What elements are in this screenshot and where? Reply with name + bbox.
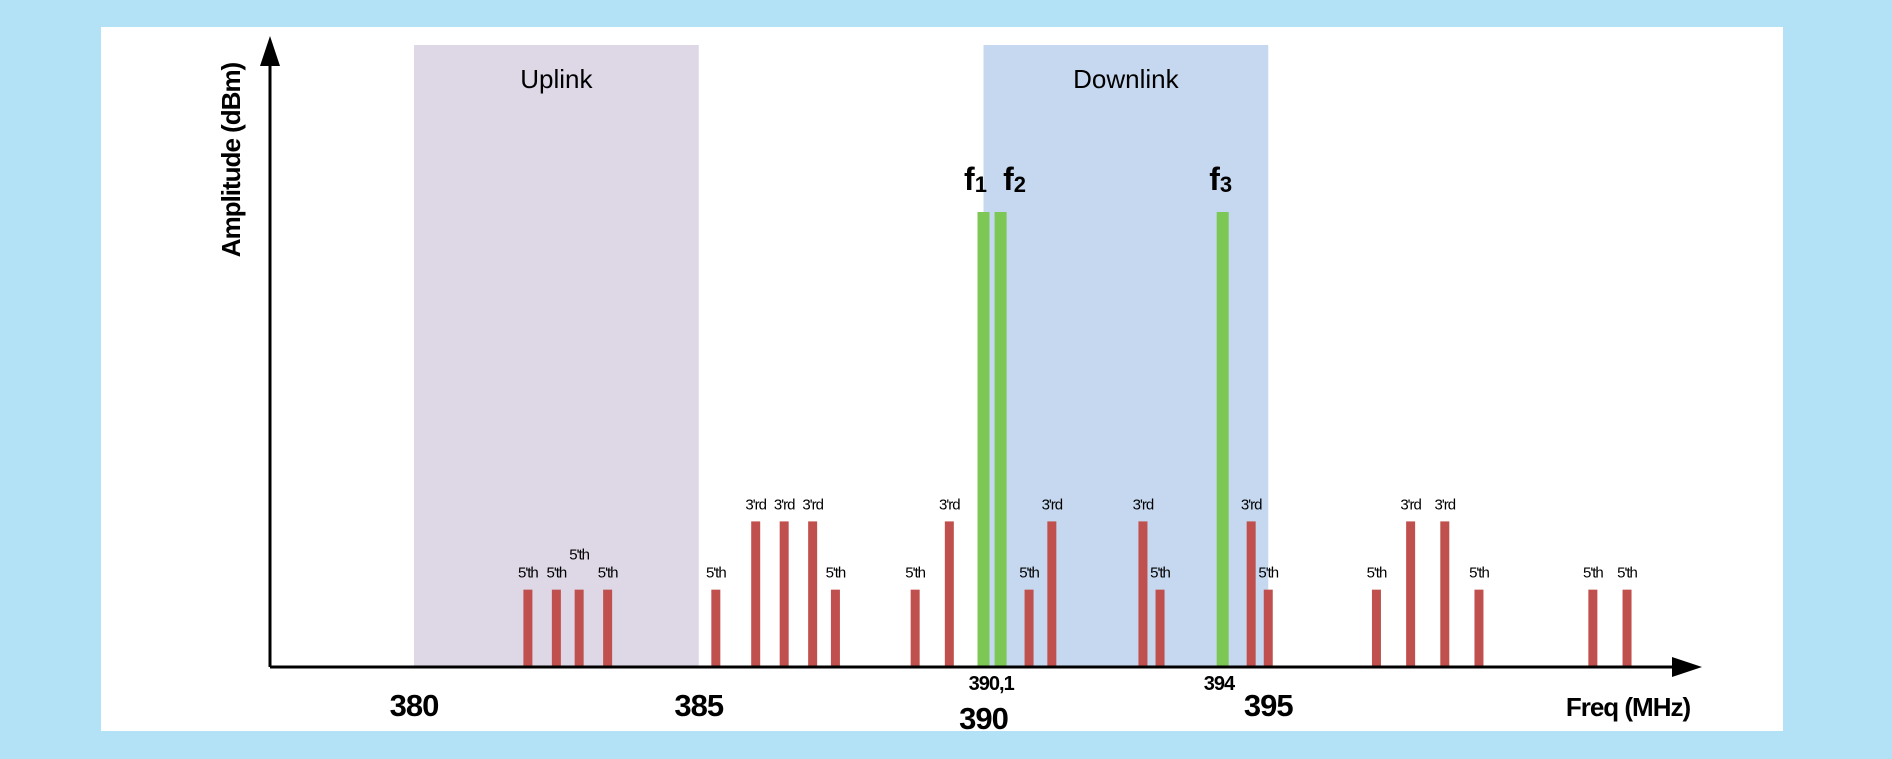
band-label: Downlink: [1073, 64, 1179, 94]
intermod-label: 3'rd: [1435, 496, 1456, 513]
carrier-bar-f3: [1216, 212, 1229, 667]
intermod-bar: [1263, 589, 1273, 667]
intermod-label: 5'th: [1617, 565, 1637, 582]
intermod-bar: [1138, 521, 1148, 667]
carrier-bar-f1: [977, 212, 990, 667]
intermod-bar: [1371, 589, 1381, 667]
x-tick-label: 380: [390, 688, 439, 723]
intermod-bar: [1588, 589, 1598, 667]
intermod-label: 5'th: [1019, 565, 1039, 582]
intermod-label: 3'rd: [802, 496, 823, 513]
band-label: Uplink: [520, 64, 593, 94]
intermod-bar: [1440, 521, 1450, 667]
intermod-label: 5'th: [1150, 565, 1170, 582]
intermod-bar: [603, 589, 613, 667]
intermod-label: 5'th: [598, 565, 618, 582]
intermod-bar: [779, 521, 789, 667]
intermod-bar: [1622, 589, 1632, 667]
intermod-label: 5'th: [1258, 565, 1278, 582]
carrier-label: f2: [1003, 161, 1026, 197]
intermod-bar: [523, 589, 533, 667]
intermod-bar: [1406, 521, 1416, 667]
carrier-label: f1: [964, 161, 987, 197]
intermod-label: 3'rd: [1042, 496, 1063, 513]
intermod-label: 3'rd: [1241, 496, 1262, 513]
intermod-label: 5'th: [518, 565, 538, 582]
intermod-label: 3'rd: [774, 496, 795, 513]
intermod-label: 3'rd: [939, 496, 960, 513]
y-axis-arrow-icon: [260, 36, 280, 66]
intermod-label: 3'rd: [1400, 496, 1421, 513]
intermod-bar: [1024, 589, 1034, 667]
intermod-bar: [808, 521, 818, 667]
intermod-label: 3'rd: [1133, 496, 1154, 513]
intermod-bar: [751, 521, 761, 667]
intermod-label: 5'th: [826, 565, 846, 582]
intermod-label: 5'th: [905, 565, 925, 582]
x-axis-label: Freq (MHz): [1566, 692, 1691, 722]
x-tick-label: 395: [1244, 688, 1293, 723]
intermod-bar: [551, 589, 561, 667]
band-uplink: [414, 45, 699, 667]
diagram-panel: [101, 27, 1783, 731]
intermod-bar: [1155, 589, 1165, 667]
intermod-bar: [1474, 589, 1484, 667]
intermod-bar: [830, 589, 840, 667]
intermod-label: 5'th: [547, 565, 567, 582]
intermod-label: 5'th: [1469, 565, 1489, 582]
intermod-label: 5'th: [1367, 565, 1387, 582]
intermod-label: 5'th: [1583, 565, 1603, 582]
intermod-bar: [711, 589, 721, 667]
carrier-bar-f2: [994, 212, 1007, 667]
intermod-bar: [910, 589, 920, 667]
freq-annotation: 394: [1204, 673, 1236, 695]
intermod-bar: [1246, 521, 1256, 667]
x-tick-label: 390: [959, 701, 1008, 736]
x-tick-label: 385: [674, 688, 723, 723]
intermod-bar: [1047, 521, 1057, 667]
intermod-bar: [574, 589, 584, 667]
y-axis-label: Amplitude (dBm): [216, 62, 246, 257]
carrier-label: f3: [1209, 161, 1232, 197]
intermod-label: 5'th: [706, 565, 726, 582]
freq-annotation: 390,1: [969, 673, 1015, 695]
intermod-label: 3'rd: [745, 496, 766, 513]
intermod-label: 5'th: [569, 547, 589, 564]
x-axis-arrow-icon: [1672, 657, 1702, 677]
intermod-bar: [944, 521, 954, 667]
